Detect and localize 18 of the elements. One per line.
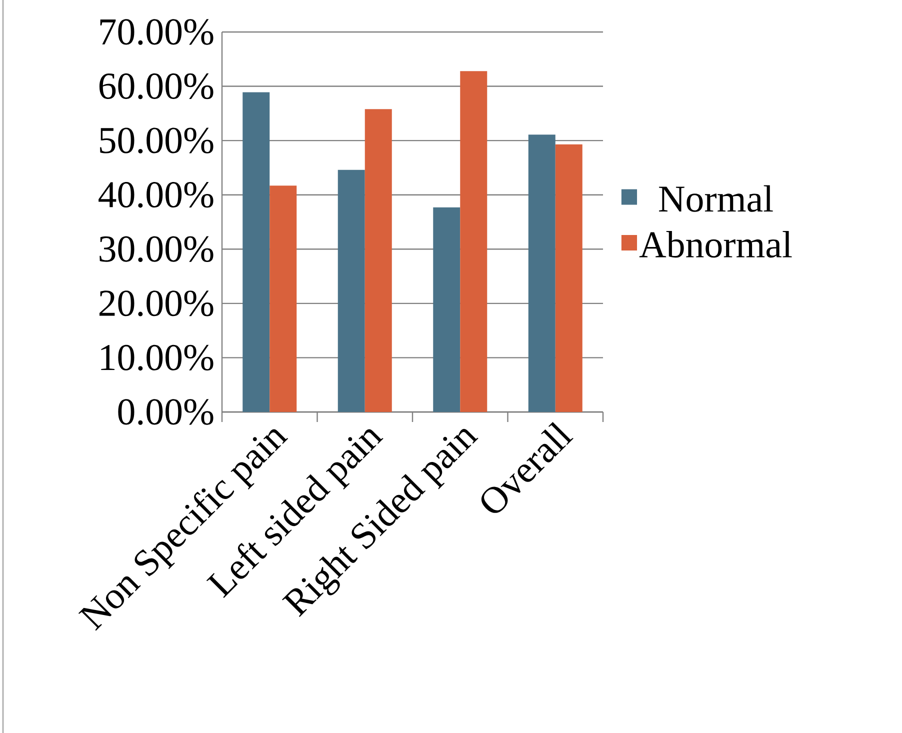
bar: [270, 186, 297, 412]
y-tick-label: 40.00%: [98, 182, 214, 208]
y-tick-label: 70.00%: [100, 19, 214, 45]
y-tick-label: 10.00%: [101, 344, 214, 371]
legend-label: Abnormal: [639, 230, 792, 258]
bar: [528, 134, 556, 412]
bar: [242, 92, 270, 412]
legend-label: Normal: [659, 185, 773, 212]
y-tick-label: 60.00%: [99, 73, 214, 100]
bar: [555, 144, 582, 412]
bar: [364, 109, 392, 412]
y-tick-label: 30.00%: [100, 236, 214, 262]
bar: [433, 207, 460, 412]
y-tick-label: 50.00%: [100, 128, 214, 154]
bar: [338, 170, 365, 412]
y-tick-label: 0.00%: [118, 399, 214, 425]
y-tick-label: 20.00%: [99, 290, 214, 316]
bar: [460, 71, 488, 412]
